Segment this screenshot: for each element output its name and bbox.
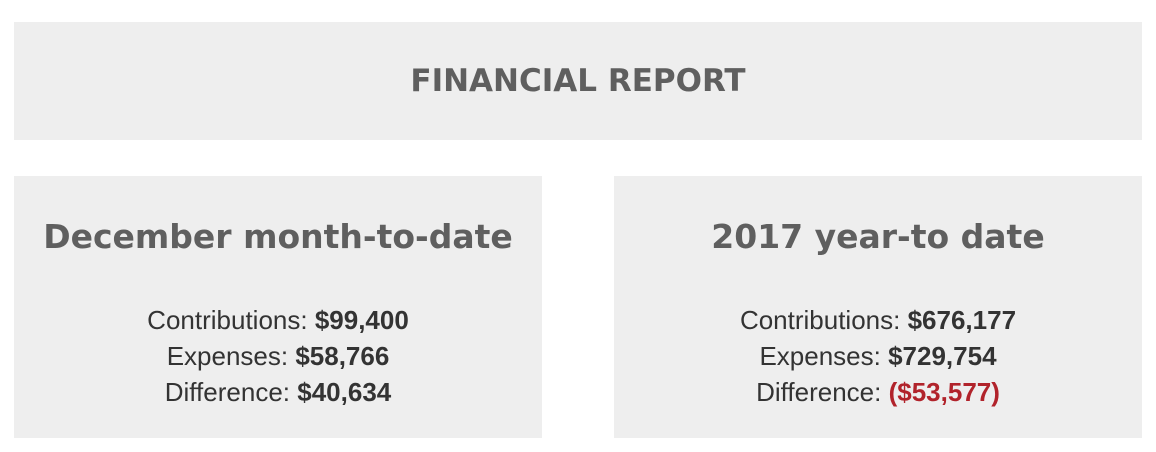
month-to-date-figures: Contributions: $99,400 Expenses: $58,766… (14, 302, 542, 410)
mtd-difference-label: Difference: (164, 377, 291, 407)
ytd-expenses-label: Expenses: (759, 341, 881, 371)
report-header: FINANCIAL REPORT (14, 22, 1142, 140)
mtd-contributions-row: Contributions: $99,400 (14, 302, 542, 338)
ytd-difference-value: ($53,577) (888, 377, 1000, 407)
ytd-difference-label: Difference: (756, 377, 882, 407)
mtd-expenses-label: Expenses: (166, 341, 289, 371)
mtd-difference-row: Difference: $40,634 (14, 374, 542, 410)
ytd-contributions-value: $676,177 (907, 305, 1017, 335)
mtd-difference-value: $40,634 (297, 377, 392, 407)
ytd-difference-row: Difference: ($53,577) (614, 374, 1142, 410)
mtd-contributions-value: $99,400 (314, 305, 409, 335)
report-title: FINANCIAL REPORT (410, 63, 746, 99)
year-to-date-figures: Contributions: $676,177 Expenses: $729,7… (614, 302, 1142, 410)
ytd-expenses-value: $729,754 (888, 341, 997, 371)
mtd-contributions-label: Contributions: (147, 305, 308, 335)
year-to-date-title: 2017 year-to date (711, 217, 1045, 256)
month-to-date-title: December month-to-date (43, 217, 513, 256)
mtd-expenses-row: Expenses: $58,766 (14, 338, 542, 374)
ytd-contributions-label: Contributions: (739, 305, 901, 335)
mtd-expenses-value: $58,766 (295, 341, 390, 371)
month-to-date-card: December month-to-date Contributions: $9… (14, 176, 542, 438)
ytd-contributions-row: Contributions: $676,177 (614, 302, 1142, 338)
year-to-date-card: 2017 year-to date Contributions: $676,17… (614, 176, 1142, 438)
ytd-expenses-row: Expenses: $729,754 (614, 338, 1142, 374)
